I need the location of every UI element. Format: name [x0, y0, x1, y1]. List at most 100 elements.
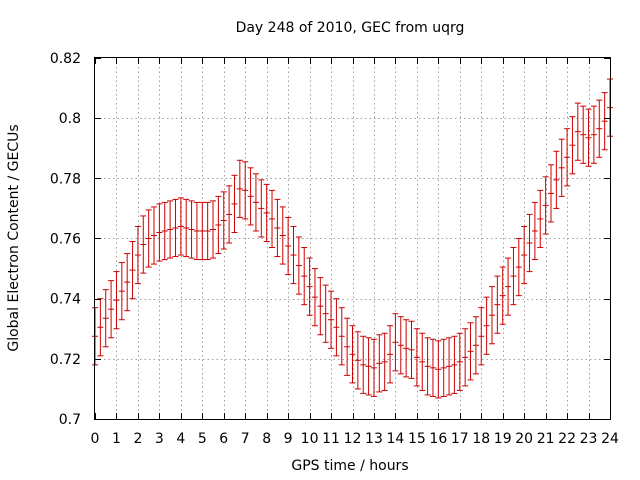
data-point — [274, 198, 281, 258]
data-point — [488, 286, 495, 345]
data-point — [408, 320, 415, 379]
x-tick-label: 4 — [176, 431, 185, 447]
data-point — [499, 266, 506, 325]
x-tick-label: 23 — [580, 431, 598, 447]
data-point — [472, 316, 479, 375]
x-axis-label: GPS time / hours — [291, 458, 408, 474]
data-point — [558, 138, 565, 197]
x-tick-label: 15 — [408, 431, 426, 447]
data-point — [376, 334, 383, 393]
data-point — [204, 201, 211, 261]
data-point — [387, 325, 394, 384]
x-tick-label: 14 — [387, 431, 405, 447]
data-point — [145, 209, 152, 268]
x-tick-label: 11 — [322, 431, 340, 447]
data-point — [596, 99, 603, 158]
x-tick-label: 16 — [429, 431, 447, 447]
data-point — [365, 337, 372, 396]
x-tick-label: 12 — [344, 431, 362, 447]
data-point — [564, 128, 571, 187]
data-point — [167, 200, 174, 259]
x-tick-label: 3 — [155, 431, 164, 447]
data-point — [306, 257, 313, 316]
axis-ticks — [95, 58, 611, 420]
data-point — [338, 307, 345, 366]
y-tick-label: 0.8 — [59, 111, 81, 127]
x-tick-label: 10 — [301, 431, 319, 447]
data-point — [580, 105, 587, 164]
x-tick-label: 21 — [537, 431, 555, 447]
data-point — [462, 328, 469, 387]
data-point — [263, 183, 270, 243]
data-point — [333, 298, 340, 357]
data-point — [419, 332, 426, 391]
data-point — [177, 197, 184, 256]
data-point — [134, 225, 141, 285]
data-point — [456, 332, 463, 391]
data-point — [113, 271, 120, 330]
data-point — [172, 198, 179, 258]
data-point — [311, 268, 318, 327]
grid-lines — [95, 58, 610, 419]
data-point — [328, 290, 335, 349]
data-point — [108, 280, 115, 339]
data-point — [252, 173, 259, 232]
y-tick-label: 0.78 — [50, 171, 81, 187]
x-tick-labels: 0 1 2 3 4 5 6 7 8 9 10 11 12 13 14 15 16 17 18 19 20 21 22 23 24 — [91, 431, 619, 447]
data-point — [295, 236, 302, 295]
data-point — [381, 332, 388, 391]
data-point — [118, 262, 125, 321]
data-point — [424, 337, 431, 396]
data-point — [193, 201, 200, 261]
data-point — [392, 313, 399, 372]
data-point — [505, 257, 512, 316]
x-tick-label: 2 — [133, 431, 142, 447]
data-point — [515, 238, 522, 297]
x-tick-label: 6 — [219, 431, 228, 447]
data-point — [360, 335, 367, 394]
data-point — [188, 200, 195, 259]
data-point — [403, 319, 410, 378]
data-point — [199, 201, 206, 261]
data-point — [483, 296, 490, 355]
data-point — [151, 206, 158, 265]
data-point — [247, 167, 254, 226]
data-point — [215, 195, 222, 255]
data-point — [210, 200, 217, 259]
y-tick-label: 0.82 — [50, 51, 81, 67]
x-tick-label: 17 — [451, 431, 469, 447]
data-point — [446, 337, 453, 396]
data-point — [478, 307, 485, 366]
y-tick-label: 0.74 — [50, 292, 81, 308]
data-point — [156, 203, 163, 262]
y-tick-labels: 0.7 0.72 0.74 0.76 0.78 0.8 0.82 — [50, 51, 81, 428]
x-tick-label: 20 — [515, 431, 533, 447]
data-point — [226, 185, 233, 244]
data-point — [344, 317, 351, 376]
data-point — [242, 161, 249, 220]
data-point — [585, 108, 592, 167]
x-tick-label: 0 — [91, 431, 100, 447]
data-point — [354, 331, 361, 390]
data-point — [451, 335, 458, 394]
data-point — [370, 338, 377, 397]
data-point — [285, 216, 292, 276]
plot-frame — [94, 57, 611, 420]
data-point — [301, 247, 308, 306]
data-point — [440, 338, 447, 397]
data-point — [526, 213, 533, 273]
data-point — [537, 189, 544, 249]
data-point — [231, 174, 238, 233]
data-point — [521, 225, 528, 285]
x-tick-label: 13 — [365, 431, 383, 447]
x-tick-label: 9 — [284, 431, 293, 447]
data-point — [349, 325, 356, 384]
data-point — [129, 241, 136, 300]
data-point — [601, 92, 608, 151]
data-point — [97, 298, 104, 357]
data-point — [236, 159, 243, 218]
data-point — [183, 198, 190, 258]
x-tick-label: 1 — [112, 431, 121, 447]
data-point — [429, 338, 436, 397]
